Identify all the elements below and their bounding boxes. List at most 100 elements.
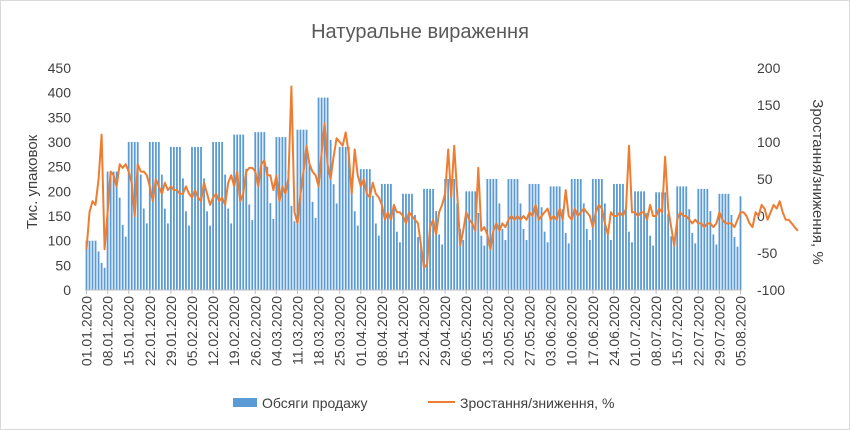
bar [179, 146, 181, 290]
bar [233, 134, 236, 290]
legend: Обсяги продажу Зростання/зниження, % [233, 395, 614, 411]
bar [130, 142, 133, 290]
bar [239, 134, 242, 290]
bar [489, 179, 492, 290]
bar [380, 183, 383, 290]
y2-axis-label: Зростання/зниження, % [809, 99, 826, 264]
bar [468, 191, 471, 290]
bar [278, 137, 281, 290]
bar [573, 179, 576, 290]
bar [549, 186, 552, 290]
y-tick-label: 450 [48, 60, 72, 76]
bar [513, 179, 516, 290]
bar [396, 231, 398, 290]
y2-tick-label: 150 [757, 97, 781, 113]
bar [588, 240, 591, 290]
bar [389, 183, 392, 290]
x-tick-label: 17.06.2020 [585, 296, 601, 366]
bar [628, 231, 630, 290]
x-tick-label: 01.04.2020 [353, 296, 369, 366]
bar [139, 174, 142, 290]
bar [393, 207, 395, 290]
bar [242, 134, 245, 290]
bar [435, 211, 438, 290]
bar [495, 179, 498, 290]
bar [450, 179, 453, 290]
bar [462, 240, 465, 290]
x-tick-label: 01.07.2020 [627, 296, 643, 366]
bar [169, 146, 172, 290]
bar [522, 228, 525, 290]
bar [290, 205, 293, 290]
bar [736, 246, 739, 290]
x-tick-label: 13.05.2020 [479, 296, 495, 366]
bar [423, 188, 425, 290]
bar [94, 240, 97, 290]
bar [115, 171, 118, 290]
bar [365, 169, 368, 290]
bar [224, 174, 227, 290]
bar [151, 142, 154, 290]
bar [504, 240, 507, 290]
bar [426, 188, 428, 290]
bar [655, 192, 658, 290]
x-tick-label: 11.03.2020 [289, 296, 305, 365]
bar [176, 146, 178, 290]
bar [582, 203, 585, 290]
legend-bar-label: Обсяги продажу [262, 395, 367, 411]
bar [697, 188, 700, 290]
bar [272, 218, 275, 290]
bar [103, 267, 106, 290]
bar [673, 246, 676, 290]
bar [432, 188, 434, 290]
bar [567, 243, 570, 290]
bar [558, 186, 561, 290]
bar [118, 197, 121, 290]
x-tick-label: 27.05.2020 [522, 296, 538, 366]
bar [594, 179, 597, 290]
bar [317, 97, 320, 290]
bar [540, 207, 543, 290]
bar [610, 240, 612, 290]
bar [597, 179, 600, 290]
bar [371, 195, 374, 290]
bar [501, 228, 504, 290]
y-tick-label: 150 [48, 208, 72, 224]
bar [356, 225, 359, 290]
bar [221, 142, 224, 290]
bar [603, 203, 606, 290]
bar [157, 142, 160, 290]
x-tick-label: 08.07.2020 [648, 296, 664, 366]
bar [88, 240, 91, 290]
bar [347, 146, 350, 290]
bar [703, 188, 706, 290]
y2-tick-label: 50 [757, 171, 773, 187]
bar [721, 193, 724, 290]
bar [691, 233, 694, 290]
bar [206, 211, 208, 290]
bar [613, 183, 615, 290]
bar [600, 179, 603, 290]
bar [296, 129, 299, 290]
bar [640, 191, 642, 290]
bar [709, 211, 712, 290]
y2-tick-label: -50 [757, 245, 777, 261]
bar [293, 221, 296, 290]
x-tick-label: 08.01.2020 [100, 296, 116, 366]
bar [91, 240, 94, 290]
x-tick-label: 03.06.2020 [543, 296, 559, 366]
bar [585, 228, 588, 290]
bar [411, 193, 413, 290]
y-tick-label: 0 [63, 282, 71, 298]
bar [136, 142, 139, 290]
bar [142, 208, 145, 290]
bar [332, 184, 335, 290]
bar [531, 183, 534, 290]
bar [414, 214, 416, 290]
bar [236, 134, 239, 290]
bar [85, 240, 88, 290]
bar [106, 171, 109, 290]
bar [444, 179, 447, 290]
